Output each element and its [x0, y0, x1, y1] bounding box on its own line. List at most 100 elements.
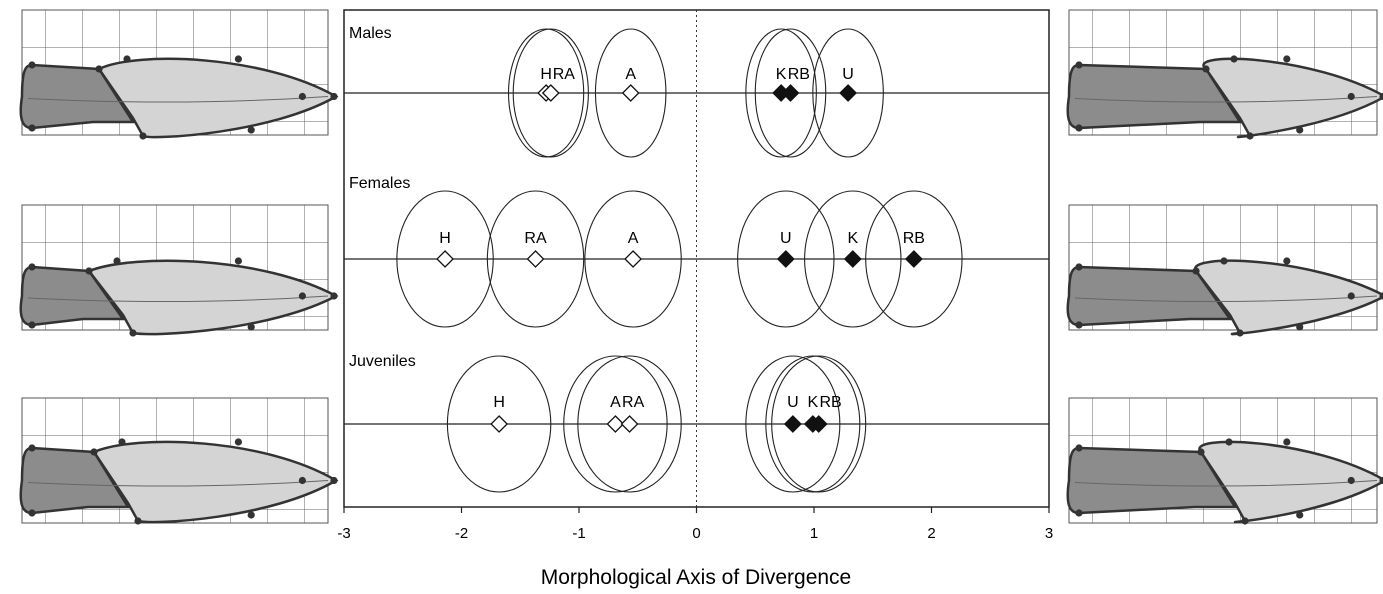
landmark-dot — [1283, 257, 1291, 265]
ellipse-k — [745, 28, 817, 158]
landmark-dot — [1296, 323, 1304, 331]
point-label-u: U — [780, 230, 792, 247]
x-tick-label: 2 — [927, 525, 935, 542]
fish-shapes-left — [19, 9, 339, 525]
landmark-dot — [139, 132, 147, 140]
landmark-dot — [1379, 92, 1383, 101]
lateral-line — [27, 295, 329, 303]
ellipse-rb — [865, 190, 963, 328]
landmark-dot — [1347, 476, 1355, 485]
landmark-dot — [1192, 267, 1200, 275]
landmark-dot — [123, 55, 131, 63]
marker-ra — [541, 84, 560, 102]
point-label-h: H — [493, 394, 505, 411]
point-label-rb: RB — [819, 394, 841, 411]
landmark-dot — [1283, 55, 1291, 63]
marker-rb — [809, 415, 828, 433]
panel-males: Males H RA A K RB U — [344, 25, 1049, 158]
panel-label: Males — [349, 25, 392, 42]
ellipse-rb — [771, 355, 867, 493]
fish-shape — [1066, 9, 1383, 140]
landmark-dot — [129, 329, 137, 337]
x-tick-label: 3 — [1045, 525, 1053, 542]
marker-a — [621, 84, 640, 102]
x-tick-label: -2 — [455, 525, 468, 542]
lateral-line — [1074, 96, 1378, 103]
point-label-ra: RA — [553, 66, 576, 83]
point-label-rb: RB — [788, 66, 810, 83]
landmark-dot — [28, 321, 36, 329]
landmark-dot — [1075, 263, 1083, 271]
landmark-dot — [113, 257, 121, 265]
landmark-dot — [28, 509, 36, 517]
landmark-dot — [1236, 329, 1244, 337]
point-label-ra: RA — [622, 394, 645, 411]
fish-body — [1202, 57, 1383, 139]
ellipse-h — [446, 355, 552, 493]
point-label-u: U — [787, 394, 799, 411]
fish-head — [19, 265, 126, 327]
landmark-dot — [330, 92, 338, 101]
fish-head — [19, 63, 136, 130]
panel-label: Juveniles — [349, 353, 416, 370]
panel-label: Females — [349, 175, 410, 192]
landmark-dot — [1075, 124, 1083, 132]
landmark-dot — [298, 292, 306, 300]
landmark-dot — [1379, 292, 1383, 300]
landmark-dot — [1379, 476, 1383, 485]
ellipse-ra — [512, 28, 589, 158]
ellipse-a — [584, 190, 682, 328]
landmark-dot — [1225, 438, 1233, 446]
landmark-dot — [1075, 444, 1083, 452]
landmark-dot — [28, 263, 36, 271]
landmark-dot — [1197, 448, 1205, 456]
point-label-a: A — [610, 394, 621, 411]
fish-shape — [1066, 397, 1383, 525]
landmark-dot — [330, 292, 338, 300]
marker-a — [606, 415, 625, 433]
ellipse-a — [563, 355, 668, 493]
ellipse-k — [804, 190, 902, 328]
landmark-dot — [1283, 438, 1291, 446]
fish-head — [19, 446, 131, 515]
ellipse-ra — [577, 355, 682, 493]
fish-body — [1198, 440, 1383, 524]
fish-shape — [19, 9, 339, 140]
x-tick-label: 0 — [692, 525, 700, 542]
fish-head — [1066, 63, 1243, 130]
x-tick-label: 1 — [810, 525, 818, 542]
landmark-dot — [85, 267, 93, 275]
fish-shape — [19, 397, 339, 525]
landmark-dot — [1075, 509, 1083, 517]
point-label-k: K — [776, 66, 787, 83]
marker-rb — [904, 250, 923, 268]
marker-u — [783, 415, 802, 433]
marker-u — [776, 250, 795, 268]
point-label-h: H — [439, 230, 451, 247]
panel-juveniles: Juveniles H A RA U K RB — [344, 353, 1049, 493]
point-label-rb: RB — [903, 230, 925, 247]
landmark-dot — [330, 476, 338, 485]
ellipse-u — [812, 28, 884, 158]
ellipse-u — [737, 190, 835, 328]
landmark-dot — [247, 126, 255, 134]
ellipse-u — [745, 355, 841, 493]
lateral-line — [1074, 295, 1378, 303]
landmark-dot — [1241, 517, 1249, 525]
landmark-dot — [1347, 292, 1355, 300]
ellipse-h — [396, 190, 494, 328]
landmark-dot — [118, 438, 126, 446]
marker-ra — [620, 415, 639, 433]
landmark-dot — [1296, 126, 1304, 134]
x-axis: -3 -2 -1 0 1 2 3 — [337, 507, 1053, 542]
landmark-dot — [247, 323, 255, 331]
landmark-dot — [1347, 92, 1355, 101]
landmark-dot — [28, 61, 36, 69]
marker-ra — [526, 250, 545, 268]
x-axis-label: Morphological Axis of Divergence — [541, 566, 852, 589]
landmark-dot — [1296, 511, 1304, 519]
landmark-dot — [247, 511, 255, 519]
marker-u — [839, 84, 857, 102]
